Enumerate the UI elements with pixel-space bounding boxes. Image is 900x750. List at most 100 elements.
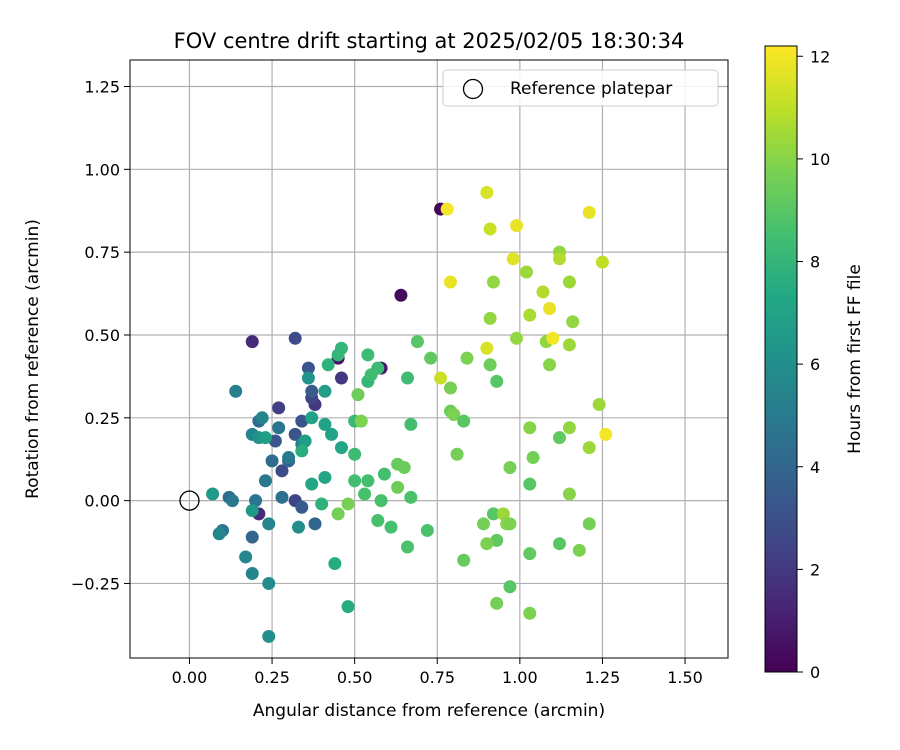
- data-point: [553, 537, 567, 551]
- data-point: [490, 533, 504, 547]
- x-tick-label: 1.00: [502, 668, 538, 687]
- data-point: [245, 567, 259, 581]
- x-axis-ticks: 0.00 0.25 0.50 0.75 1.00 1.25 1.50: [172, 658, 703, 687]
- x-tick-label: 0.25: [254, 668, 290, 687]
- data-point: [239, 550, 253, 564]
- data-point: [374, 494, 388, 508]
- data-point: [331, 507, 345, 521]
- data-point: [523, 421, 537, 435]
- data-point: [510, 219, 524, 233]
- data-point: [249, 494, 263, 508]
- data-point: [543, 358, 557, 372]
- data-point: [553, 252, 567, 266]
- data-point: [599, 427, 613, 441]
- x-tick-label: 1.50: [667, 668, 703, 687]
- data-point: [255, 411, 269, 425]
- colorbar: 0 2 4 6 8 10 12 Hours from first FF file: [764, 45, 865, 682]
- data-point: [301, 371, 315, 385]
- data-point: [480, 341, 494, 355]
- data-point: [308, 517, 322, 531]
- data-point: [443, 381, 457, 395]
- data-point: [295, 414, 309, 428]
- data-point: [245, 335, 259, 349]
- y-tick-label: 0.75: [84, 243, 120, 262]
- colorbar-tick-label: 4: [810, 458, 820, 477]
- data-point: [318, 384, 332, 398]
- data-point: [212, 527, 226, 541]
- data-point: [490, 596, 504, 610]
- data-point: [295, 444, 309, 458]
- data-point: [364, 368, 378, 382]
- data-point: [523, 547, 537, 561]
- data-point: [447, 407, 461, 421]
- data-point: [595, 255, 609, 269]
- colorbar-gradient: [764, 45, 798, 673]
- colorbar-tick-label: 0: [810, 663, 820, 682]
- data-points: [206, 186, 613, 643]
- data-point: [460, 351, 474, 365]
- x-tick-label: 0.00: [172, 668, 208, 687]
- data-point: [262, 576, 276, 590]
- data-point: [572, 543, 586, 557]
- data-point: [262, 517, 276, 531]
- data-point: [523, 606, 537, 620]
- data-point: [562, 275, 576, 289]
- data-point: [457, 414, 471, 428]
- data-point: [334, 341, 348, 355]
- data-point: [582, 517, 596, 531]
- data-point: [404, 490, 418, 504]
- y-tick-label: 1.00: [84, 160, 120, 179]
- data-point: [519, 265, 533, 279]
- data-point: [486, 275, 500, 289]
- data-point: [434, 371, 448, 385]
- data-point: [318, 470, 332, 484]
- x-tick-label: 0.75: [419, 668, 455, 687]
- data-point: [371, 514, 385, 528]
- data-point: [510, 331, 524, 345]
- legend-marker-circle: [462, 78, 484, 100]
- data-point: [272, 421, 286, 435]
- colorbar-tick-label: 12: [810, 47, 830, 66]
- y-axis-label: Rotation from reference (arcmin): [23, 219, 43, 499]
- data-point: [526, 451, 540, 465]
- legend-entry-label: Reference platepar: [510, 79, 672, 99]
- data-point: [424, 351, 438, 365]
- data-point: [397, 461, 411, 475]
- data-point: [410, 335, 424, 349]
- data-point: [258, 474, 272, 488]
- data-point: [384, 520, 398, 534]
- data-point: [543, 301, 557, 315]
- data-point: [480, 537, 494, 551]
- data-point: [275, 490, 289, 504]
- reference-marker: [179, 490, 200, 511]
- data-point: [503, 517, 517, 531]
- y-tick-label: −0.25: [71, 574, 120, 593]
- data-point: [483, 311, 497, 325]
- data-point: [391, 480, 405, 494]
- data-point: [334, 371, 348, 385]
- data-point: [546, 331, 560, 345]
- data-point: [483, 222, 497, 236]
- data-point: [496, 507, 510, 521]
- data-point: [562, 421, 576, 435]
- data-point: [490, 374, 504, 388]
- data-point: [321, 358, 335, 372]
- data-point: [394, 288, 408, 302]
- data-point: [206, 487, 220, 501]
- data-point: [503, 580, 517, 594]
- reference-platepar-marker: [179, 490, 200, 511]
- data-point: [245, 530, 259, 544]
- data-point: [341, 497, 355, 511]
- colorbar-tick-label: 10: [810, 150, 830, 169]
- data-point: [553, 431, 567, 445]
- colorbar-ticks: 0 2 4 6 8 10 12: [797, 47, 830, 682]
- data-point: [566, 315, 580, 329]
- legend: Reference platepar: [442, 69, 719, 107]
- data-point: [315, 497, 329, 511]
- colorbar-tick-label: 8: [810, 253, 820, 272]
- data-point: [341, 600, 355, 614]
- data-point: [582, 441, 596, 455]
- data-point: [305, 411, 319, 425]
- data-point: [325, 427, 339, 441]
